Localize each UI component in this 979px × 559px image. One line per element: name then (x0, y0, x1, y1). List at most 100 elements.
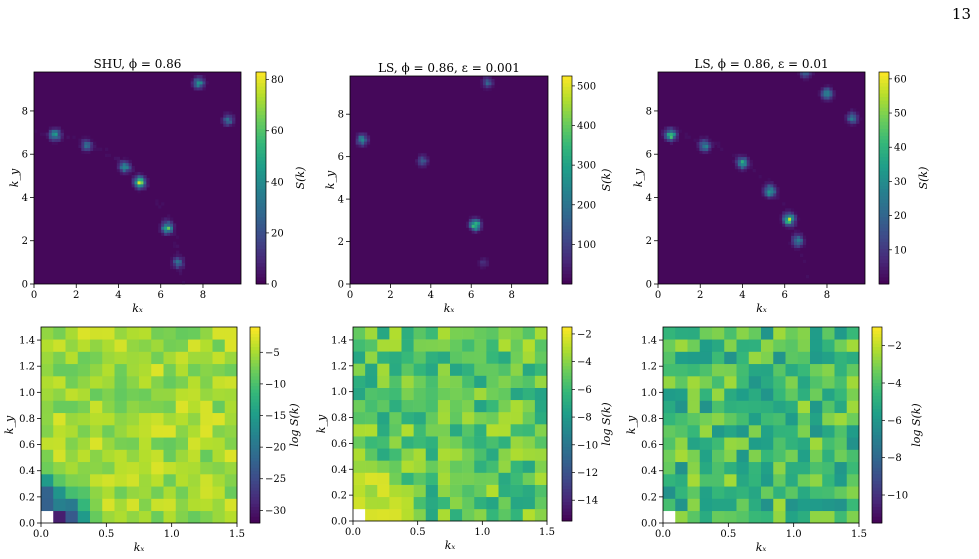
heatmap-cell (764, 187, 768, 191)
heatmap-cell (724, 400, 737, 414)
heatmap-cell (805, 78, 810, 82)
colorbar-segment (256, 259, 266, 264)
heatmap-cell (417, 165, 422, 169)
colorbar-segment (256, 252, 266, 257)
heatmap-cell (377, 375, 390, 388)
heatmap-cell (84, 135, 88, 139)
heatmap-cell (785, 461, 799, 475)
heatmap-cell (212, 486, 226, 499)
heatmap-cell (102, 425, 115, 438)
heatmap-cell (60, 132, 64, 136)
heatmap-cell (663, 425, 676, 438)
colorbar-segment (879, 100, 889, 105)
heatmap-cell (116, 159, 121, 164)
heatmap-cell (822, 339, 835, 352)
heatmap-cell (702, 150, 706, 155)
heatmap-cell (417, 153, 422, 157)
heatmap-cell (114, 449, 128, 463)
colorbar-segment (562, 449, 572, 454)
heatmap-cell (510, 339, 524, 352)
heatmap-cell (450, 375, 463, 388)
heatmap-cell (188, 376, 201, 389)
heatmap-cell (486, 436, 499, 449)
heatmap-cell (122, 156, 126, 161)
heatmap-cell (724, 412, 737, 426)
colorbar-tick-label: −8 (577, 413, 592, 424)
heatmap-cell (102, 461, 115, 475)
heatmap-cell (353, 411, 366, 425)
heatmap-cell (740, 162, 745, 167)
colorbar-segment (562, 462, 572, 467)
heatmap-cell (212, 510, 226, 524)
heatmap-cell (229, 111, 233, 115)
colorbar-segment (562, 110, 572, 115)
heatmap-cell (137, 187, 141, 191)
x-axis-label: kₓ (444, 302, 455, 315)
colorbar-tick-label: 400 (577, 121, 596, 132)
colorbar-segment (872, 428, 882, 432)
heatmap-cell (389, 508, 402, 522)
heatmap-cell (114, 425, 128, 438)
heatmap-cell (175, 363, 189, 377)
heatmap-cell (425, 375, 439, 388)
heatmap-cell (361, 135, 365, 139)
heatmap-cell (193, 87, 197, 91)
heatmap-cell (57, 126, 61, 130)
heatmap-cell (425, 399, 439, 413)
heatmap-cell (161, 223, 165, 227)
heatmap-cell (805, 274, 810, 279)
heatmap-cell (164, 229, 168, 233)
heatmap-cell (60, 138, 64, 142)
colorbar-frame (249, 326, 261, 524)
heatmap-cell (172, 256, 177, 261)
colorbar-segment (879, 209, 889, 214)
heatmap-cell (164, 223, 168, 227)
heatmap-cell (437, 472, 451, 485)
heatmap-cell (672, 126, 677, 130)
heatmap-cell (175, 262, 180, 267)
heatmap-cell (734, 165, 739, 170)
heatmap-cell (761, 327, 774, 340)
heatmap-cell (748, 449, 762, 463)
colorbar-segment (562, 252, 572, 257)
heatmap-cell (510, 363, 524, 376)
heatmap-cell (846, 461, 860, 475)
colorbar-segment (250, 356, 260, 361)
colorbar-segment (250, 454, 260, 459)
colorbar-segment (562, 498, 572, 502)
heatmap-cell (462, 399, 475, 413)
heatmap-cell (663, 474, 676, 487)
heatmap-cell (794, 241, 798, 245)
colorbar-segment (879, 107, 889, 112)
heatmap-cell (161, 232, 165, 236)
heatmap-cell (797, 474, 811, 487)
colorbar-tick-label: −4 (577, 357, 592, 368)
heatmap-cell (224, 486, 238, 499)
heatmap-cell (413, 351, 427, 364)
heatmap-cell (856, 120, 860, 124)
heatmap-cell (672, 135, 677, 139)
heatmap-cell (850, 117, 854, 121)
heatmap-cell (143, 178, 147, 182)
heatmap-cell (498, 327, 511, 340)
heatmap-cell (462, 424, 475, 437)
heatmap-cell (389, 339, 402, 352)
heatmap-cell (485, 78, 489, 83)
heatmap-cell (128, 171, 132, 176)
colorbar-segment (562, 186, 572, 191)
heatmap-cell (782, 223, 786, 227)
heatmap-cell (151, 400, 164, 414)
colorbar-segment (562, 514, 572, 519)
heatmap-cell (684, 135, 688, 139)
colorbar-tick-label: −12 (577, 468, 598, 479)
heatmap-cell (826, 93, 830, 97)
heatmap-cell (534, 327, 548, 340)
heatmap-cell (687, 351, 701, 365)
heatmap-cell (724, 461, 737, 475)
heatmap-cell (705, 147, 709, 152)
colorbar-tick-label: −2 (887, 341, 902, 352)
heatmap-cell (81, 150, 85, 155)
heatmap-cell (746, 159, 750, 164)
heatmap-cell (131, 181, 135, 185)
